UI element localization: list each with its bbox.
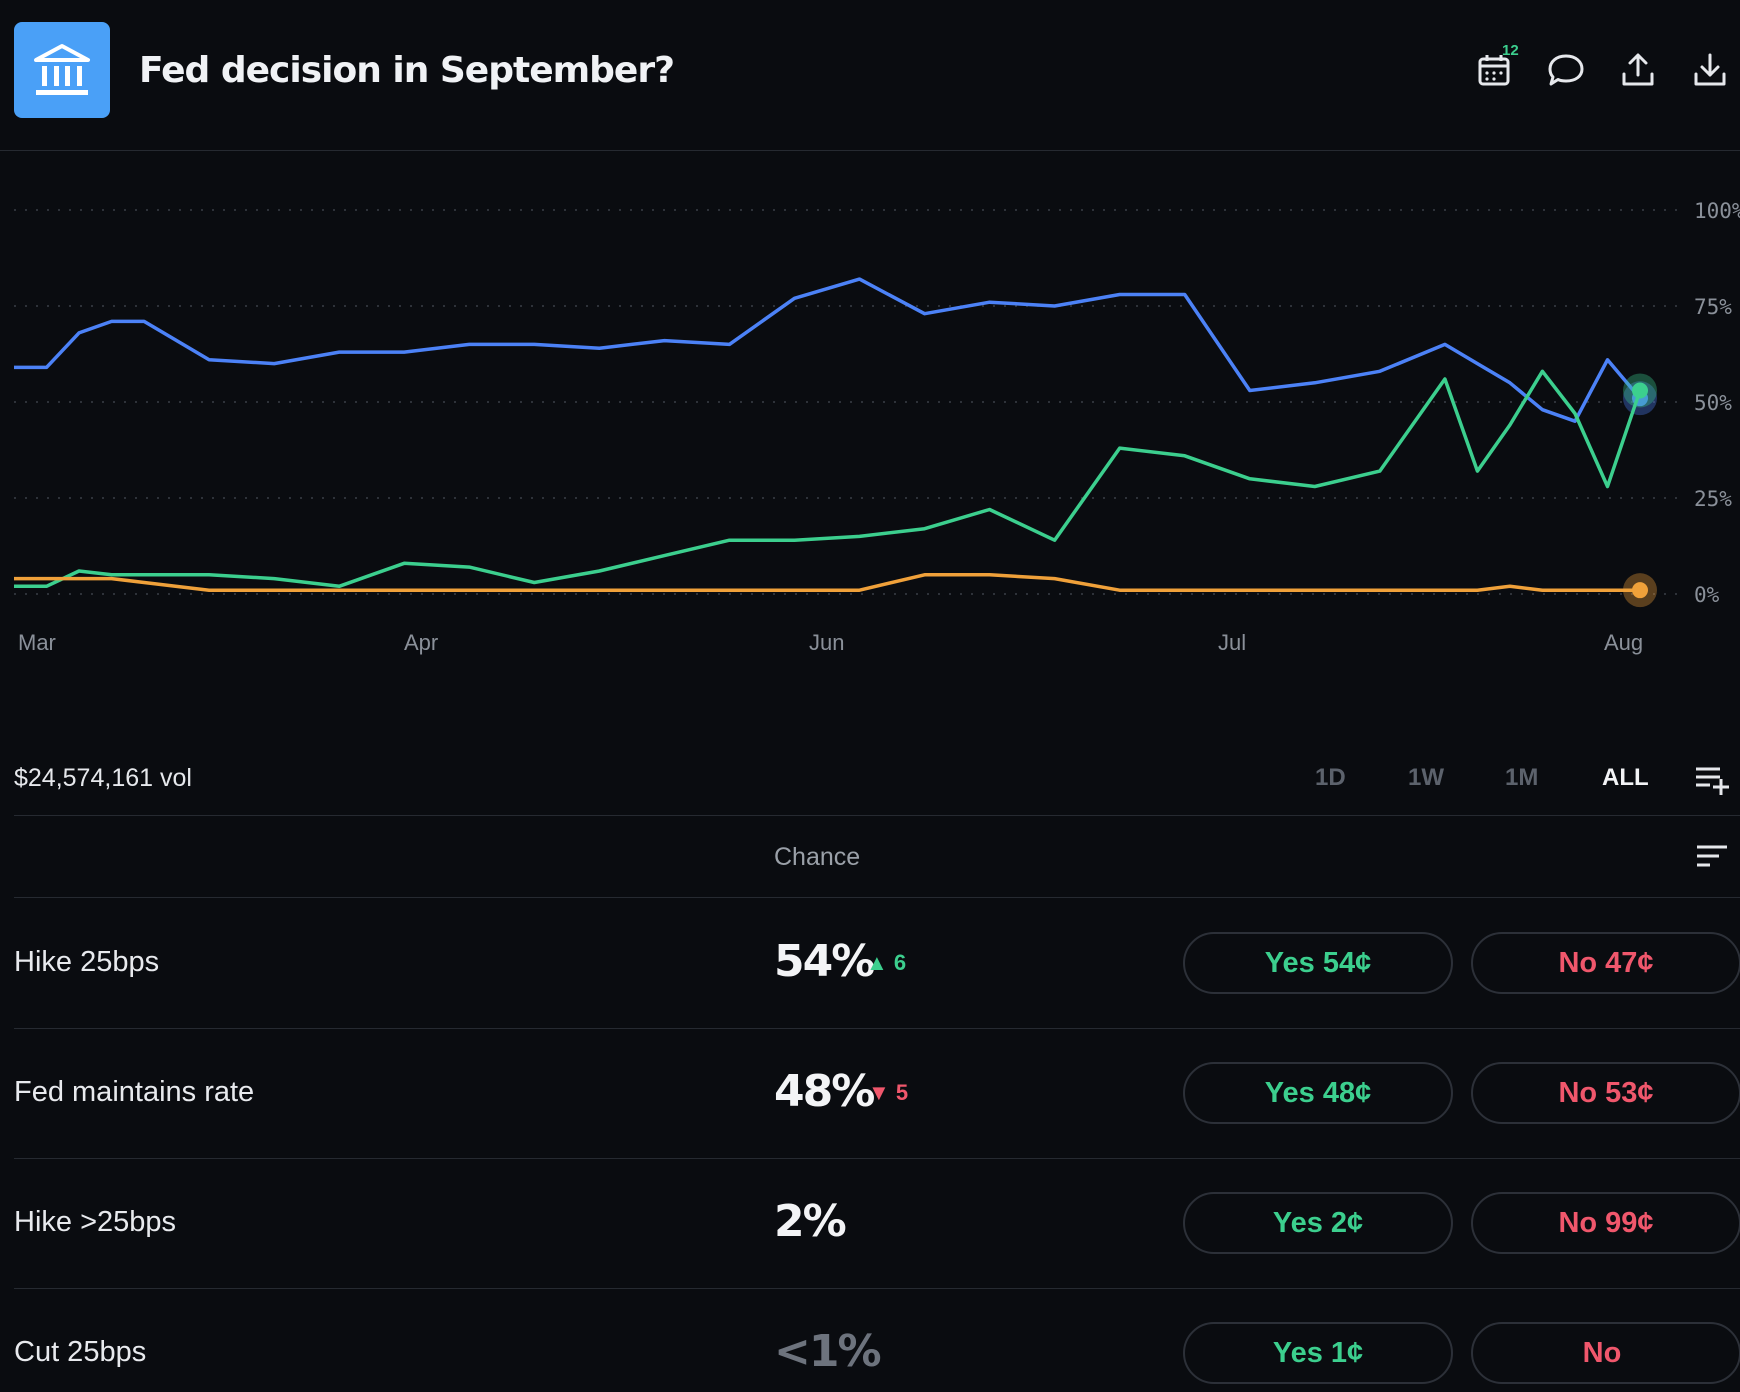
up-triangle-icon: ▲ bbox=[866, 950, 888, 975]
share-button[interactable] bbox=[1616, 48, 1660, 92]
x-tick-label: Apr bbox=[404, 630, 438, 655]
playlist-add-icon bbox=[1696, 767, 1729, 795]
down-triangle-icon: ▼ bbox=[868, 1080, 890, 1105]
chance-change: ▲ 6 bbox=[866, 950, 907, 975]
sort-icon bbox=[1697, 845, 1727, 867]
buy-no-button[interactable]: No 53¢ bbox=[1471, 1062, 1740, 1124]
x-tick-label: Mar bbox=[18, 630, 56, 655]
calendar-badge: 12 bbox=[1502, 42, 1519, 59]
buy-no-button[interactable]: No 99¢ bbox=[1471, 1192, 1740, 1254]
buy-yes-button[interactable]: Yes 2¢ bbox=[1183, 1192, 1453, 1254]
chance-change: ▼ 5 bbox=[868, 1080, 909, 1105]
outcome-chance: <1% bbox=[774, 1326, 882, 1377]
y-tick-label: 0% bbox=[1694, 583, 1720, 607]
buy-no-button[interactable]: No 47¢ bbox=[1471, 932, 1740, 994]
buy-yes-button[interactable]: Yes 48¢ bbox=[1183, 1062, 1453, 1124]
series-end-point bbox=[1632, 382, 1648, 399]
x-tick-label: Jul bbox=[1218, 630, 1246, 655]
buy-no-button[interactable]: No bbox=[1471, 1322, 1740, 1384]
outcome-chance: 54% bbox=[774, 936, 875, 987]
calendar-icon bbox=[1478, 55, 1510, 86]
price-history-chart: 100% 75% 50% 25% 0% Mar Apr Jun Jul Aug bbox=[14, 199, 1740, 655]
outcome-name: Fed maintains rate bbox=[14, 1076, 255, 1108]
comment-icon bbox=[1548, 54, 1584, 86]
series-line bbox=[14, 573, 1640, 592]
x-tick-label: Jun bbox=[809, 630, 844, 655]
page-title: Fed decision in September? bbox=[139, 50, 675, 91]
market-logo bbox=[14, 22, 110, 118]
divider bbox=[14, 1158, 1740, 1159]
series-line bbox=[14, 369, 1642, 589]
x-tick-label: Aug bbox=[1604, 630, 1643, 655]
sort-button[interactable] bbox=[1690, 834, 1734, 878]
y-tick-label: 75% bbox=[1694, 295, 1732, 319]
download-button[interactable] bbox=[1688, 48, 1732, 92]
buy-yes-button[interactable]: Yes 1¢ bbox=[1183, 1322, 1453, 1384]
outcome-chance: 48% bbox=[774, 1066, 875, 1117]
download-icon bbox=[1694, 53, 1726, 86]
range-all-tab[interactable]: ALL bbox=[1602, 764, 1649, 791]
range-1w-tab[interactable]: 1W bbox=[1408, 764, 1444, 791]
y-tick-label: 50% bbox=[1694, 391, 1732, 415]
outcome-chance: 2% bbox=[774, 1196, 847, 1247]
divider bbox=[14, 1288, 1740, 1289]
calendar-button[interactable] bbox=[1472, 48, 1516, 92]
divider bbox=[14, 1028, 1740, 1029]
chance-column-header: Chance bbox=[774, 843, 861, 871]
y-tick-label: 100% bbox=[1694, 199, 1740, 223]
y-tick-label: 25% bbox=[1694, 487, 1732, 511]
volume-label: $24,574,161 vol bbox=[14, 764, 192, 792]
outcome-name: Cut 25bps bbox=[14, 1336, 147, 1368]
range-1d-tab[interactable]: 1D bbox=[1315, 764, 1346, 791]
share-icon bbox=[1622, 53, 1654, 86]
bank-icon bbox=[34, 44, 90, 95]
comment-button[interactable] bbox=[1544, 48, 1588, 92]
series-line bbox=[14, 277, 1642, 423]
market-header: Fed decision in September? 12 bbox=[0, 0, 1740, 151]
range-1m-tab[interactable]: 1M bbox=[1505, 764, 1539, 791]
outcome-name: Hike 25bps bbox=[14, 946, 160, 978]
buy-yes-button[interactable]: Yes 54¢ bbox=[1183, 932, 1453, 994]
divider bbox=[14, 815, 1740, 816]
add-to-list-button[interactable] bbox=[1690, 758, 1734, 802]
divider bbox=[14, 897, 1740, 898]
series-end-point bbox=[1632, 582, 1648, 599]
outcome-name: Hike >25bps bbox=[14, 1206, 177, 1238]
